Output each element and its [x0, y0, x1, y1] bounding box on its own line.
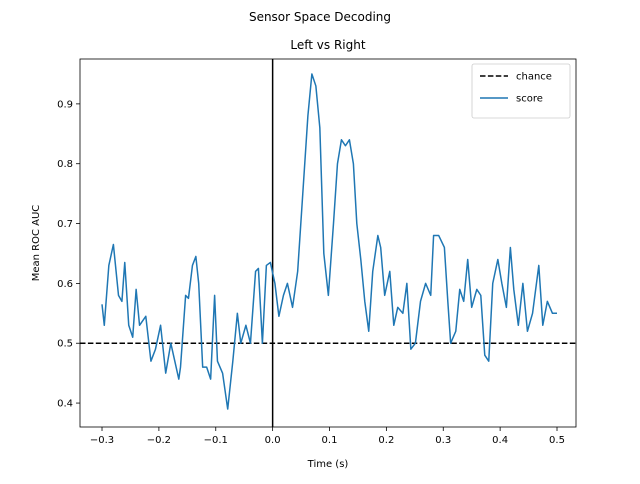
legend-box — [471, 63, 571, 119]
x-tick-label: −0.1 — [204, 435, 228, 446]
suptitle: Sensor Space Decoding — [249, 10, 391, 24]
y-tick-label: 0.5 — [57, 339, 73, 350]
y-tick-label: 0.7 — [57, 219, 73, 230]
x-tick-label: 0.5 — [549, 435, 565, 446]
y-tick-label: 0.6 — [57, 279, 73, 290]
x-tick-label: 0.4 — [492, 435, 508, 446]
y-tick-label: 0.4 — [57, 399, 73, 410]
x-tick-label: 0.1 — [322, 435, 338, 446]
chart-title: Left vs Right — [290, 38, 365, 52]
y-axis-label: Mean ROC AUC — [31, 205, 42, 282]
x-tick-label: 0.2 — [378, 435, 394, 446]
score-line — [101, 73, 557, 410]
legend-label: score — [516, 94, 543, 105]
axes-frame — [79, 58, 577, 428]
x-tick-label: −0.2 — [147, 435, 171, 446]
x-tick-label: 0.0 — [265, 435, 281, 446]
x-axis-label: Time (s) — [307, 459, 349, 470]
x-tick-label: 0.3 — [435, 435, 451, 446]
y-tick-label: 0.8 — [57, 159, 73, 170]
x-tick-label: −0.3 — [90, 435, 114, 446]
legend-label: chance — [516, 72, 552, 83]
y-tick-label: 0.9 — [57, 99, 73, 110]
